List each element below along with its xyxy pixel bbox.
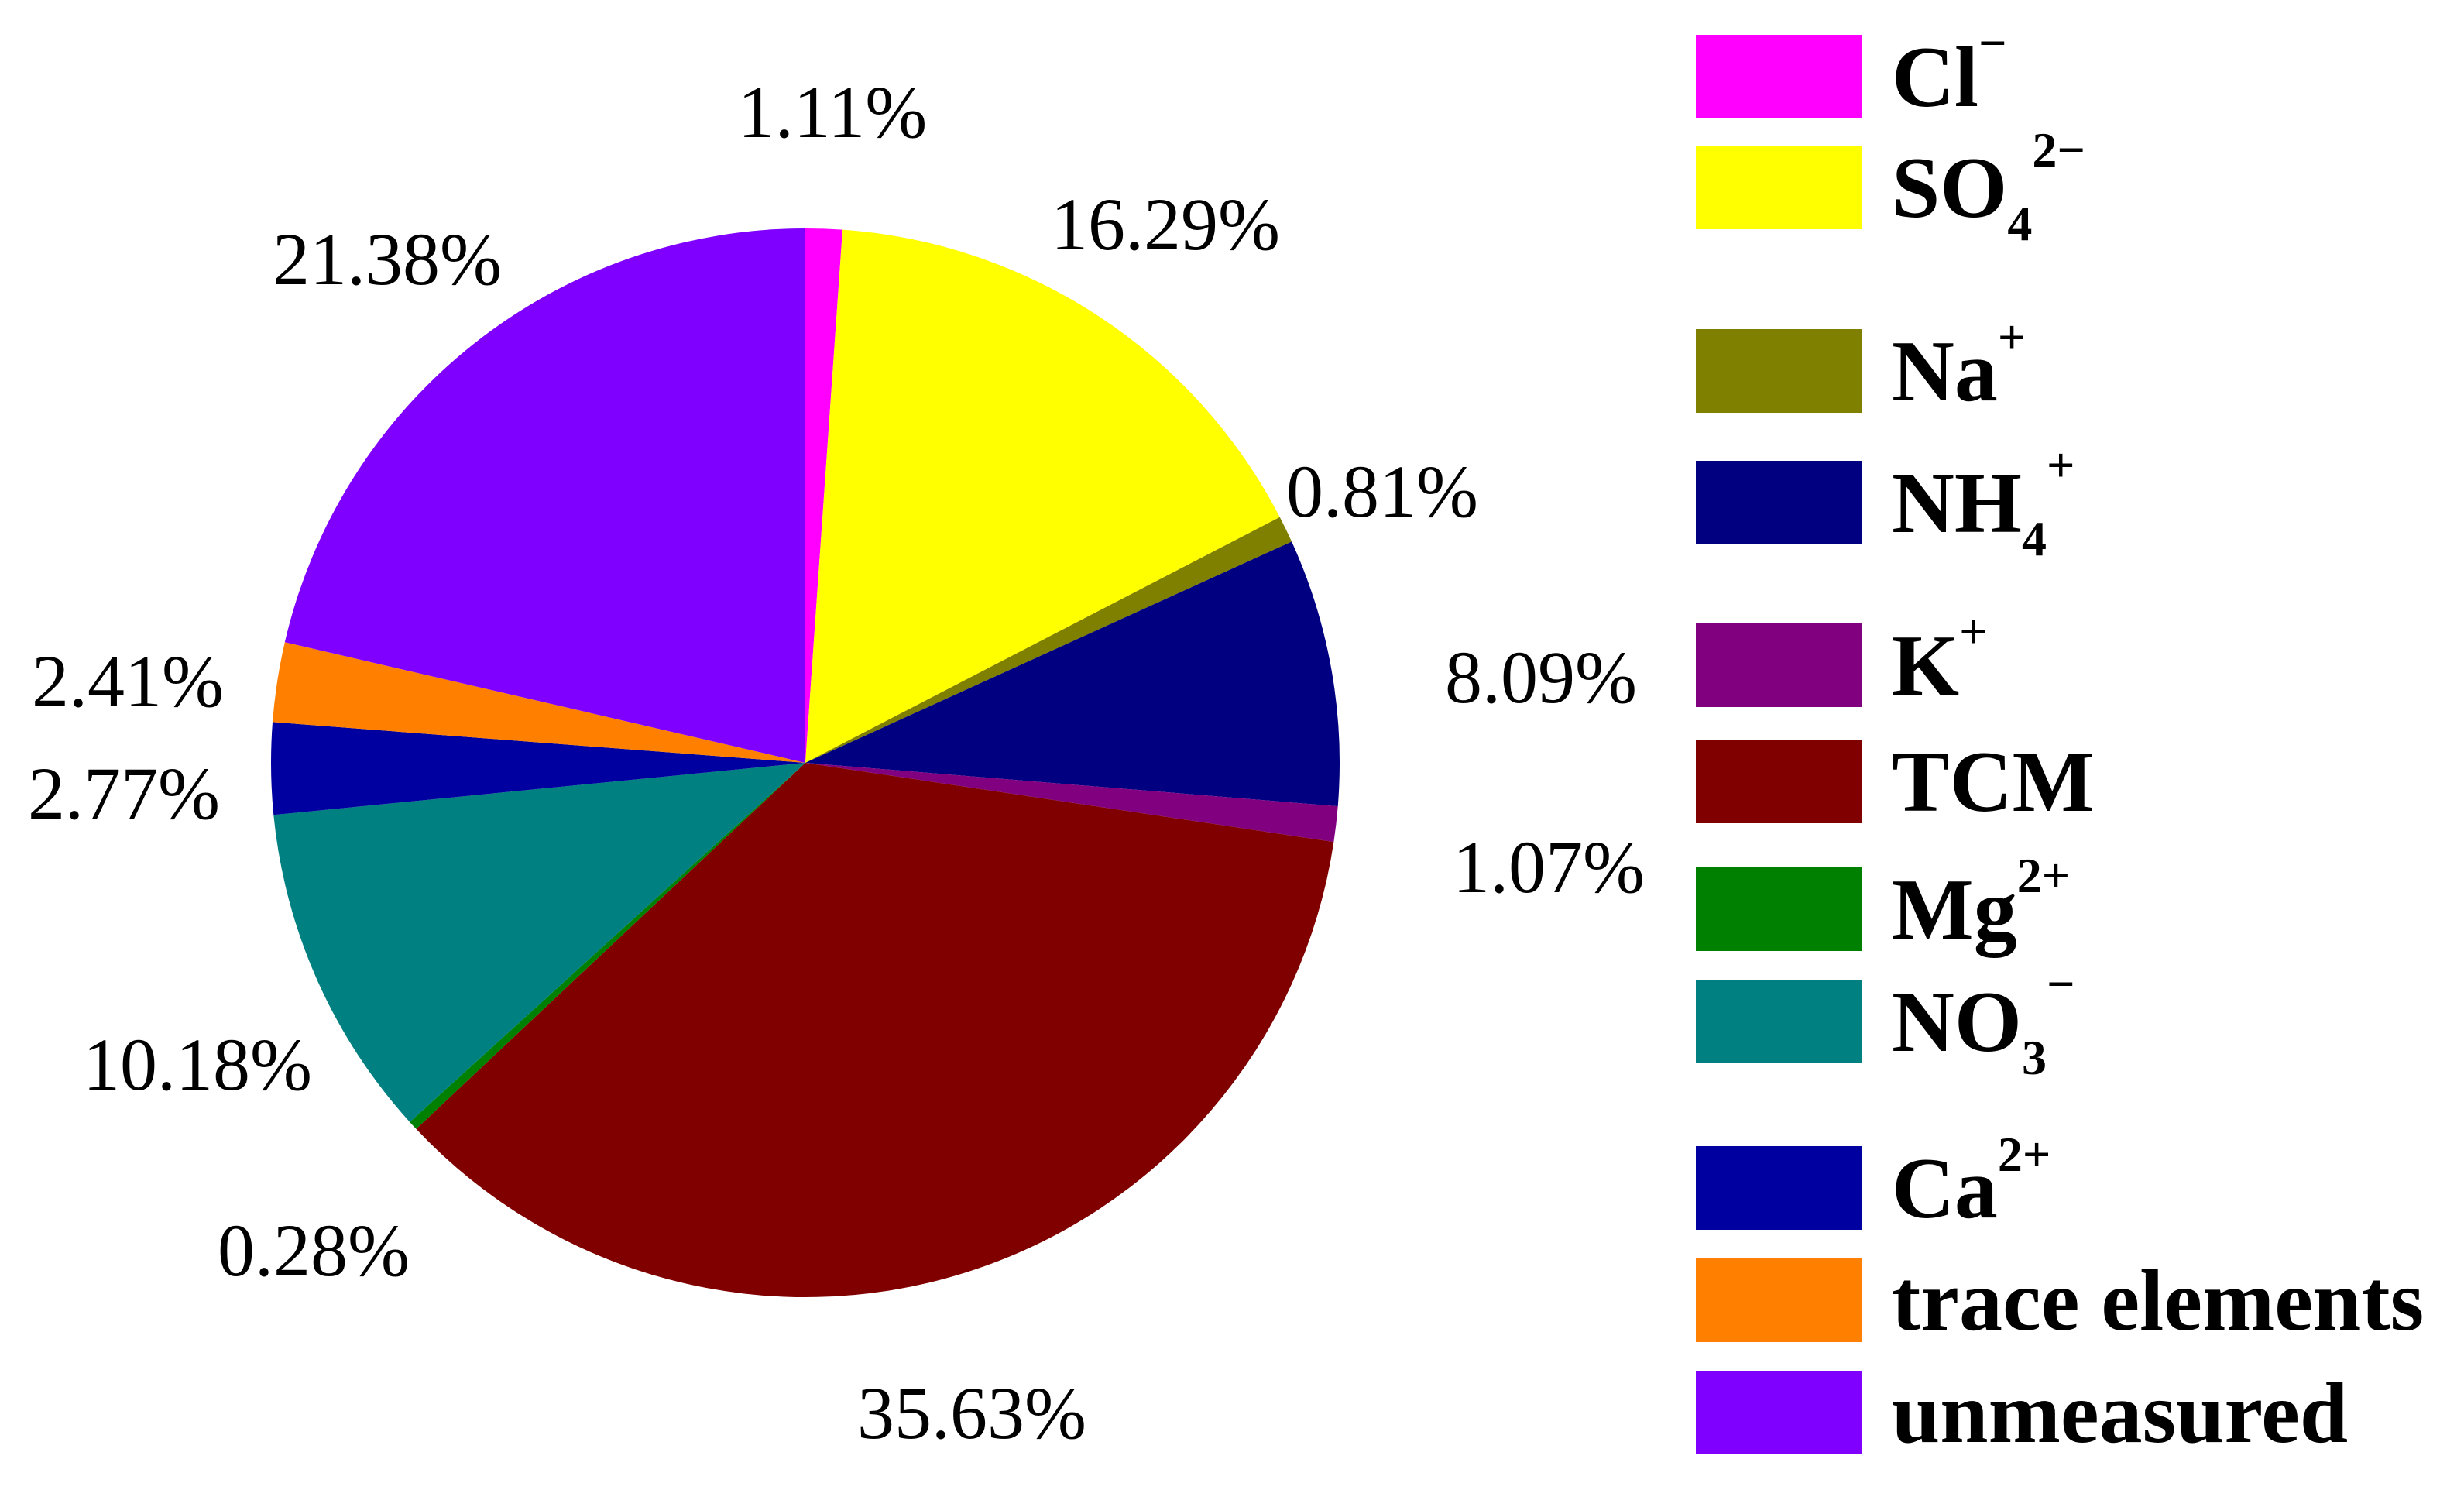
- legend-swatch: [1696, 329, 1862, 413]
- legend-label-superscript: −: [2047, 956, 2074, 1011]
- legend: Cl−SO42− Na+ NH4+ K+ TCM Mg2+NO3− Ca2+ trace el…: [1696, 15, 2424, 1461]
- legend-label-superscript: +: [1998, 310, 2026, 365]
- pie-slice-unmeasured: [284, 228, 805, 763]
- slice-value-label: 0.81%: [1286, 450, 1478, 533]
- legend-item: TCM: [1696, 734, 2094, 830]
- slice-value-label: 0.28%: [218, 1209, 410, 1292]
- slice-value-label: 1.11%: [738, 70, 927, 153]
- legend-swatch: [1696, 740, 1862, 823]
- slice-value-label: 2.77%: [28, 752, 220, 835]
- legend-item: NH4+: [1696, 438, 2074, 566]
- legend-label-superscript: +: [1959, 604, 1987, 659]
- legend-label: Ca2+: [1892, 1127, 2050, 1237]
- legend-label: NO3−: [1892, 956, 2074, 1085]
- slice-value-label: 10.18%: [83, 1023, 312, 1106]
- legend-label: trace elements: [1892, 1253, 2424, 1349]
- legend-item: NO3−: [1696, 956, 2074, 1085]
- pie-slice-tcm: [416, 763, 1334, 1298]
- slice-value-label: 8.09%: [1445, 636, 1637, 719]
- legend-label: K+: [1892, 604, 1988, 714]
- legend-label: Cl−: [1892, 15, 2006, 125]
- legend-label: Mg2+: [1892, 848, 2070, 958]
- legend-swatch: [1696, 980, 1862, 1063]
- legend-label-superscript: 2+: [2017, 848, 2070, 903]
- legend-label-subscript: 4: [2007, 196, 2032, 251]
- legend-item: unmeasured: [1696, 1365, 2348, 1461]
- legend-label-subscript: 4: [2022, 511, 2047, 566]
- legend-item: SO42−: [1696, 122, 2085, 251]
- legend-item: trace elements: [1696, 1253, 2424, 1349]
- slice-value-label: 16.29%: [1051, 183, 1280, 266]
- legend-label-superscript: +: [2047, 438, 2074, 493]
- legend-item: Ca2+: [1696, 1127, 2050, 1237]
- legend-label: SO42−: [1892, 122, 2085, 251]
- pie-slice-cl: [805, 228, 843, 763]
- pie-slice-trace-elements: [273, 642, 805, 763]
- pie-slices: [271, 228, 1340, 1298]
- legend-swatch: [1696, 35, 1862, 118]
- legend-swatch: [1696, 1146, 1862, 1230]
- legend-swatch: [1696, 1258, 1862, 1342]
- legend-label: unmeasured: [1892, 1365, 2348, 1461]
- legend-label: NH4+: [1892, 438, 2074, 566]
- legend-item: Cl−: [1696, 15, 2006, 125]
- legend-swatch: [1696, 1371, 1862, 1454]
- legend-label-superscript: 2+: [1998, 1127, 2050, 1182]
- pie-slice-na: [805, 517, 1292, 763]
- pie-slice-no: [273, 763, 805, 1122]
- slice-value-label: 21.38%: [273, 218, 502, 300]
- pie-slice-so: [805, 229, 1280, 763]
- slice-value-label: 1.07%: [1453, 826, 1645, 908]
- legend-item: Mg2+: [1696, 848, 2070, 958]
- pie-slice-nh: [805, 541, 1340, 807]
- pie-slice-k: [805, 763, 1338, 843]
- slice-value-labels: 1.11% 16.29% 0.81% 8.09% 1.07% 35.63% 0.28% 10.…: [28, 70, 1645, 1454]
- legend-label-superscript: 2−: [2032, 122, 2085, 177]
- legend-item: Na+: [1696, 310, 2026, 420]
- legend-swatch: [1696, 867, 1862, 951]
- legend-swatch: [1696, 146, 1862, 229]
- legend-label: TCM: [1892, 734, 2094, 830]
- slice-value-label: 35.63%: [857, 1372, 1086, 1454]
- legend-label-subscript: 3: [2022, 1030, 2047, 1085]
- slice-value-label: 2.41%: [32, 640, 224, 723]
- pie-slice-mg: [410, 763, 805, 1129]
- legend-swatch: [1696, 461, 1862, 544]
- legend-label-superscript: −: [1978, 15, 2006, 70]
- legend-label: Na+: [1892, 310, 2026, 420]
- legend-swatch: [1696, 623, 1862, 707]
- pie-slice-ca: [271, 722, 806, 815]
- legend-item: K+: [1696, 604, 1988, 714]
